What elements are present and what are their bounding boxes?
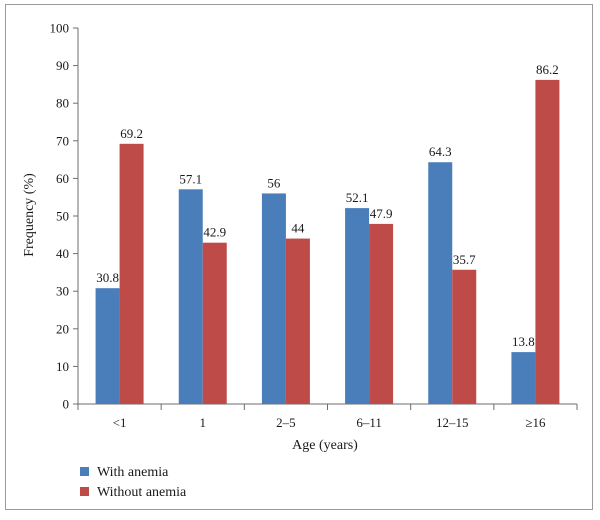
y-tick-label: 0 — [63, 397, 70, 412]
legend-label-with-anemia: With anemia — [97, 465, 169, 480]
bar-with-anemia-4 — [345, 208, 370, 404]
x-axis-title: Age (years) — [292, 438, 358, 453]
bar-without-anemia-1 — [119, 143, 144, 405]
data-label-without-anemia-1: 69.2 — [120, 126, 143, 141]
bar-without-anemia-3 — [285, 238, 310, 404]
data-label-without-anemia-5: 35.7 — [453, 252, 476, 267]
bar-without-anemia-2 — [202, 242, 227, 404]
bar-with-anemia-2 — [178, 189, 203, 404]
data-labels: 30.8 69.2 57.1 42.9 56 44 52.147.9 64.3 35.7 13.8… — [96, 62, 559, 349]
bar-without-anemia-5 — [452, 269, 477, 404]
y-tick-label: 90 — [56, 58, 69, 73]
y-tick-label: 80 — [56, 96, 69, 111]
y-tick-label: 70 — [56, 133, 69, 148]
data-label-with-anemia-5: 64.3 — [429, 144, 452, 159]
bar-without-anemia-4 — [369, 223, 394, 404]
data-label-without-anemia-2: 42.9 — [203, 225, 226, 240]
data-label-with-anemia-3: 56 — [267, 175, 281, 190]
data-label-without-anemia-4: 47.9 — [370, 206, 393, 221]
bar-with-anemia-5 — [428, 162, 453, 404]
y-tick-label: 50 — [56, 209, 69, 224]
data-label-without-anemia-3: 44 — [291, 221, 305, 236]
legend: With anemia Without anemia — [80, 465, 187, 500]
x-tick-label-5: 12–15 — [436, 415, 469, 430]
bars — [95, 79, 560, 405]
y-tick-label: 40 — [56, 246, 69, 261]
legend-swatch-with-anemia — [80, 467, 89, 476]
data-label-without-anemia-6: 86.2 — [536, 62, 559, 77]
data-label-with-anemia-2: 57.1 — [179, 171, 202, 186]
bar-with-anemia-6 — [511, 352, 536, 404]
y-tick-label: 10 — [56, 359, 69, 374]
legend-label-without-anemia: Without anemia — [97, 485, 187, 500]
bar-with-anemia-1 — [95, 288, 120, 404]
bar-with-anemia-3 — [261, 193, 286, 404]
bar-without-anemia-6 — [535, 79, 560, 404]
x-tick-label-6: ≥16 — [525, 415, 546, 430]
x-tick-label-3: 2–5 — [276, 415, 296, 430]
x-tick-label-1: <1 — [113, 415, 127, 430]
legend-swatch-without-anemia — [80, 487, 89, 496]
axes: 0 10 20 30 40 50 60 70 80 90 100 <1 1 2–5 6–11 12–15 ≥16 — [50, 21, 578, 430]
x-tick-label-2: 1 — [200, 415, 207, 430]
data-label-with-anemia-6: 13.8 — [512, 334, 535, 349]
y-tick-label: 20 — [56, 321, 69, 336]
y-tick-label: 100 — [50, 21, 70, 36]
x-tick-label-4: 6–11 — [356, 415, 382, 430]
y-tick-label: 60 — [56, 171, 69, 186]
y-axis-title: Frequency (%) — [22, 173, 37, 257]
data-label-with-anemia-1: 30.8 — [96, 270, 119, 285]
y-tick-label: 30 — [56, 284, 69, 299]
data-label-with-anemia-4: 52.1 — [346, 190, 369, 205]
